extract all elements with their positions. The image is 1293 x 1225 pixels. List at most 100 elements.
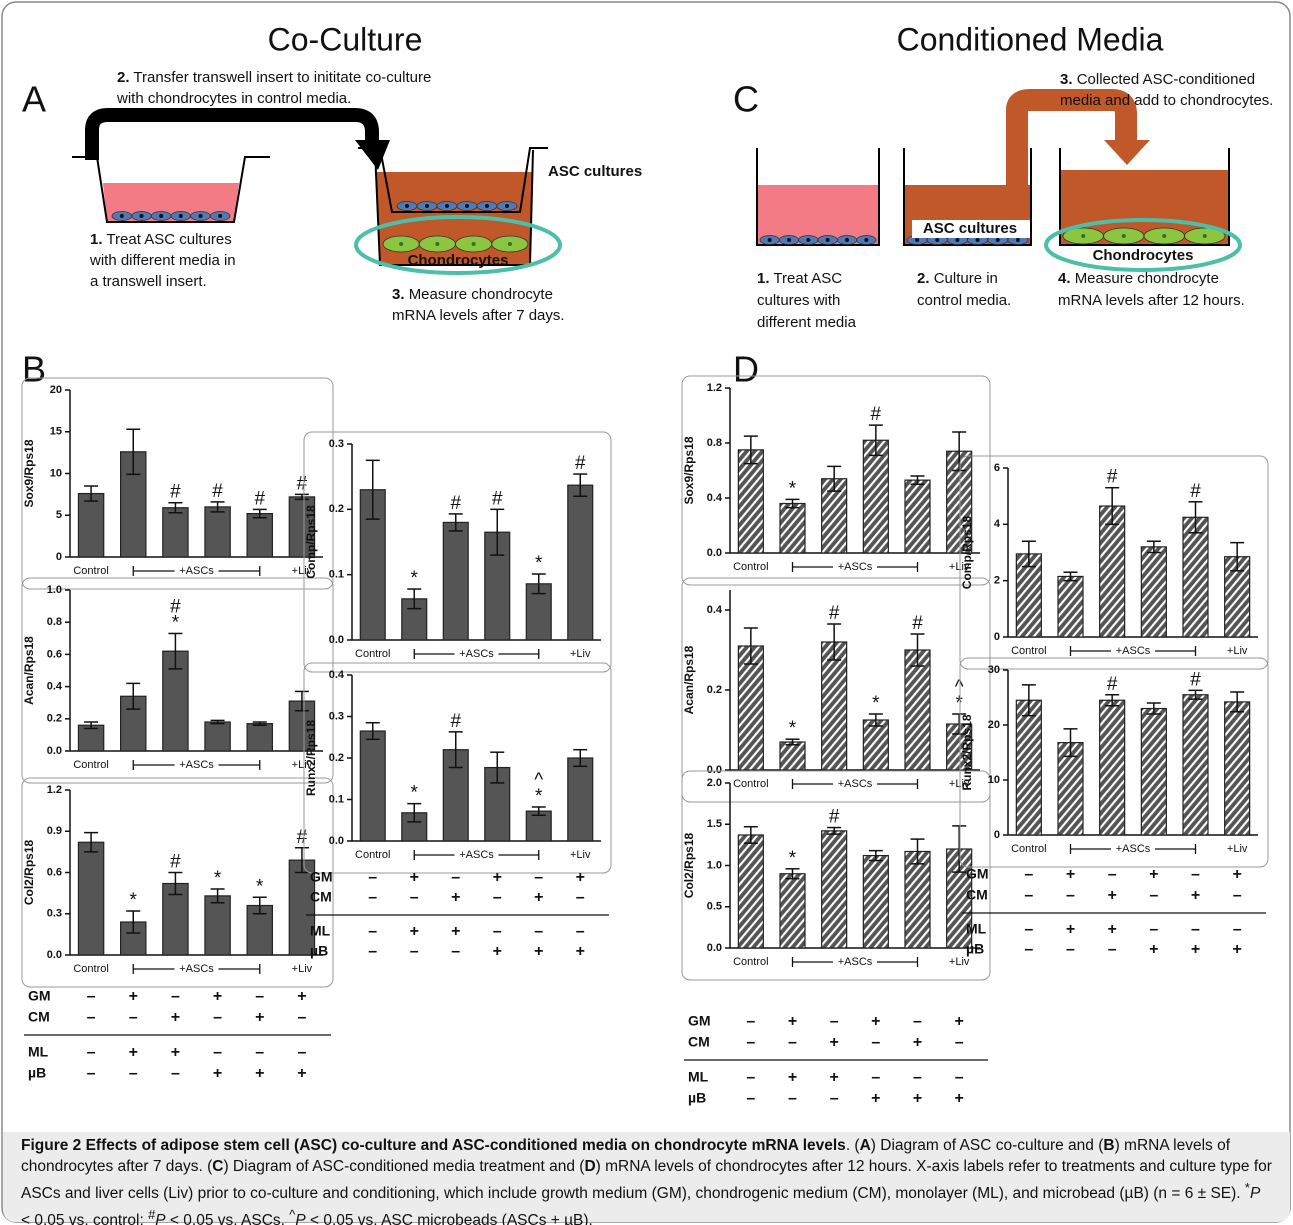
bar [1015,699,1042,836]
label-background [174,564,219,578]
y-tick-label: 1.2 [707,382,722,394]
y-tick-label: 10 [988,774,1000,786]
treatment-sign: – [213,1009,222,1026]
caption-text: P [295,1212,306,1225]
treatment-sign: + [829,1034,838,1051]
y-tick-label: 0 [56,551,62,563]
y-tick-label: 6 [994,462,1000,474]
treatment-sign: – [368,889,377,906]
y-tick-label: 0 [994,631,1000,643]
treatment-sign: – [576,923,585,940]
y-tick-label: 0.5 [707,901,722,913]
y-axis-label: Sox9/Rps18 [682,436,696,504]
significance-mark: ^ [955,677,964,698]
media [758,185,878,245]
treatment-sign: + [871,1013,880,1030]
y-axis-label: Col2/Rps18 [682,832,696,898]
bar [1182,694,1209,836]
significance-mark: # [170,852,181,873]
treatment-sign: + [1149,866,1158,883]
treatment-label: ML [28,1044,49,1060]
label-background [1111,842,1155,856]
treatment-sign: + [410,923,419,940]
treatment-sign: – [830,1090,839,1107]
y-tick-label: 0.2 [329,503,344,515]
treatment-sign: + [451,889,460,906]
treatment-sign: – [171,1065,180,1082]
treatment-sign: – [493,889,502,906]
treatment-sign: + [576,869,585,886]
chart-frame [959,455,1269,670]
step-line: mRNA levels after 12 hours. [1058,292,1245,309]
y-tick-label: 0.0 [707,942,722,954]
treatment-sign: – [297,1009,306,1026]
significance-mark: * [789,478,797,499]
treatment-sign: – [171,988,180,1005]
y-tick-label: 0.2 [329,752,344,764]
caption-text: Figure 2 Effects of adipose stem cell (A… [21,1137,846,1154]
treatment-sign: + [788,1069,797,1086]
cell-nucleus [505,204,509,208]
y-tick-label: 10 [50,467,62,479]
bar [779,741,806,771]
cell-nucleus [445,204,449,208]
bar [862,854,889,949]
treatment-label: GM [28,988,51,1004]
label: Chondrocytes [1093,247,1194,264]
cell-nucleus [507,242,512,246]
treatment-sign: + [1107,887,1116,904]
cell-nucleus [955,238,960,242]
bar [1140,546,1167,638]
group-label: +ASCs [838,778,873,790]
y-axis-label: Comp/Rps18 [960,516,974,590]
step-number: 1. [90,231,103,248]
treatment-sign: + [829,1069,838,1086]
treatment-sign: – [368,923,377,940]
caption-text: # [148,1207,156,1223]
bar [162,507,189,558]
significance-mark: * [789,718,797,739]
treatment-sign: – [1233,887,1242,904]
caption-text: B [1103,1137,1115,1154]
treatment-sign: + [1232,941,1241,958]
treatment-sign: – [871,1034,880,1051]
group-label: +ASCs [838,956,873,968]
label-background [174,962,219,976]
significance-mark: * [535,786,543,807]
treatment-label: µB [310,943,328,959]
caption-text: < 0.05 vs. ASC microbeads (ASCs + µB). [305,1212,593,1225]
bar [204,506,231,558]
treatment-label: GM [310,869,333,885]
step-text: 2. Transfer transwell insert to inititat… [117,69,431,86]
treatment-sign: – [1024,887,1033,904]
bar [904,850,931,949]
y-axis-label: Acan/Rps18 [22,636,36,705]
treatment-sign: – [871,1069,880,1086]
treatment-sign: + [954,1013,963,1030]
y-tick-label: 15 [50,426,62,438]
step-line: Treat ASC cultures [106,231,231,248]
treatment-sign: – [746,1069,755,1086]
significance-mark: # [829,603,840,624]
significance-mark: # [297,473,308,494]
y-tick-label: 0.6 [47,866,62,878]
cell-nucleus [864,238,869,242]
treatment-sign: – [534,923,543,940]
significance-mark: * [411,783,419,804]
bar [442,521,469,641]
bar [821,830,848,949]
significance-mark: # [575,453,586,474]
transfer-arrow [85,108,379,160]
bar [737,645,764,771]
group-label: +ASCs [179,963,214,975]
y-axis-label: Runx2/Rps18 [304,720,318,796]
bar [1182,516,1209,638]
bar [204,895,231,956]
cell-nucleus [159,214,164,218]
caption-text: * [1244,1180,1250,1195]
treatment-sign: + [213,988,222,1005]
step-line: cultures with [757,292,840,309]
bar [246,512,274,558]
